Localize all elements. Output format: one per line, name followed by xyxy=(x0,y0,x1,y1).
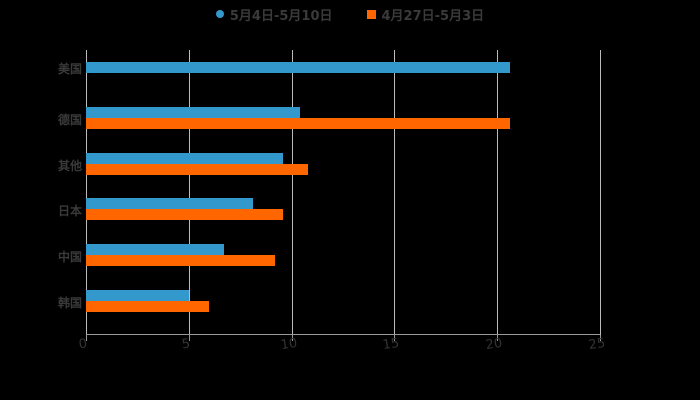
x-tick xyxy=(497,335,498,341)
x-tick xyxy=(600,335,601,341)
bar-series-2[interactable] xyxy=(86,301,210,312)
plot-area xyxy=(86,50,601,341)
bar-series-2[interactable] xyxy=(86,164,309,175)
legend-item-series-1[interactable]: 5月4日-5月10日 xyxy=(215,4,333,24)
gridline xyxy=(600,50,601,335)
category-label: 美国 xyxy=(57,62,82,76)
bar-series-1[interactable] xyxy=(86,244,224,255)
legend-item-series-2[interactable]: 4月27日-5月3日 xyxy=(366,4,485,24)
category-label: 日本 xyxy=(57,204,82,218)
chart-legend: 5月4日-5月10日 4月27日-5月3日 xyxy=(0,4,700,24)
gridline xyxy=(497,50,498,335)
category-label: 韩国 xyxy=(57,296,82,310)
x-tick xyxy=(189,335,190,341)
bar-series-2[interactable] xyxy=(86,118,510,129)
category-label: 德国 xyxy=(57,113,82,127)
x-tick xyxy=(292,335,293,341)
x-tick xyxy=(86,335,87,341)
bar-series-1[interactable] xyxy=(86,198,253,209)
bar-series-1[interactable] xyxy=(86,62,510,73)
circle-marker-icon xyxy=(215,10,224,18)
gridline xyxy=(189,50,190,335)
gridline xyxy=(86,50,87,335)
bar-series-2[interactable] xyxy=(86,209,284,220)
x-tick-label: 10 xyxy=(279,335,299,354)
bar-series-1[interactable] xyxy=(86,290,189,301)
x-tick-label: 20 xyxy=(484,335,504,354)
gridline xyxy=(292,50,293,335)
category-label: 中国 xyxy=(57,250,82,264)
gridline xyxy=(394,50,395,335)
bar-series-1[interactable] xyxy=(86,107,300,118)
legend-label: 5月4日-5月10日 xyxy=(229,8,333,24)
square-marker-icon xyxy=(366,9,376,19)
x-tick-label: 15 xyxy=(381,335,401,354)
bar-series-1[interactable] xyxy=(86,153,284,164)
x-tick-label: 25 xyxy=(587,335,607,354)
x-tick xyxy=(394,335,395,341)
category-label: 其他 xyxy=(57,159,82,173)
bar-series-2[interactable] xyxy=(86,255,276,266)
legend-label: 4月27日-5月3日 xyxy=(381,8,485,24)
x-axis-line xyxy=(86,334,600,335)
